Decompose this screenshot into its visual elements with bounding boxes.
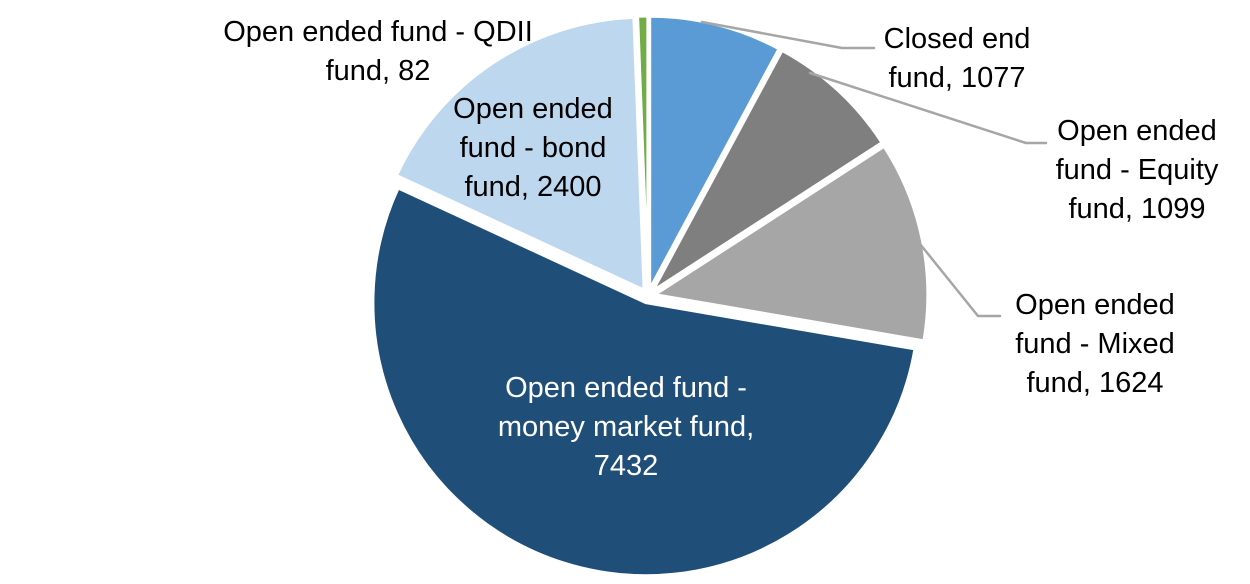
slice-label-qdii-fund: Open ended fund - QDII fund, 82: [223, 16, 533, 87]
slice-label-equity-fund: Open ended fund - Equity fund, 1099: [1055, 115, 1219, 225]
slice-label-bond-fund: Open ended fund - bond fund, 2400: [453, 93, 613, 203]
pie-slice-open-ended-fund-mixed-fund[interactable]: [653, 144, 930, 343]
slice-label-money-market-fund: Open ended fund - money market fund, 743…: [497, 372, 755, 482]
pie-slice-open-ended-fund-qdii-fund[interactable]: [636, 14, 650, 291]
pie-slice-open-ended-fund-money-market-fund[interactable]: [371, 186, 917, 578]
pie: [371, 14, 930, 578]
slice-label-closed-end-fund: Closed end fund, 1077: [883, 23, 1031, 94]
leader-line-equity-fund: [808, 71, 1048, 145]
slice-label-mixed-fund: Open ended fund - Mixed fund, 1624: [1015, 289, 1175, 399]
leader-line-closed-end-fund: [700, 20, 876, 50]
pie-slice-open-ended-fund-equity-fund[interactable]: [651, 48, 884, 293]
pie-slice-open-ended-fund-bond-fund[interactable]: [394, 15, 646, 292]
leader-lines: [700, 20, 1048, 318]
leader-line-mixed-fund: [918, 242, 1002, 318]
